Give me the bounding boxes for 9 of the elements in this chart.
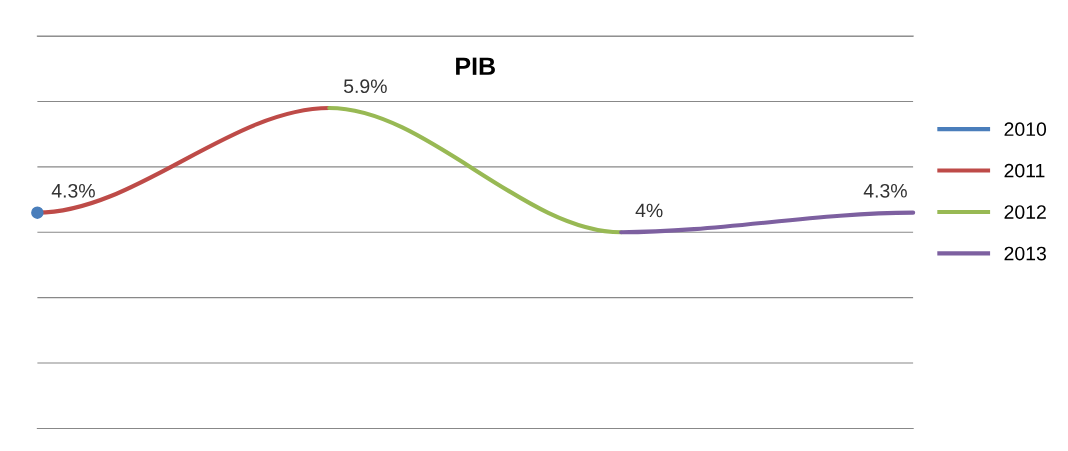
- data-label: 4.3%: [863, 183, 907, 198]
- legend-label: 2011: [1004, 163, 1045, 178]
- data-label: 4%: [635, 203, 663, 218]
- legend-label: 2010: [1004, 122, 1047, 137]
- data-label: 5.9%: [343, 79, 387, 94]
- text: PIB: [456, 57, 495, 75]
- legend-label: 2013: [1004, 246, 1046, 261]
- legend-label: 2012: [1004, 205, 1046, 219]
- data-label: 4.3%: [51, 183, 95, 198]
